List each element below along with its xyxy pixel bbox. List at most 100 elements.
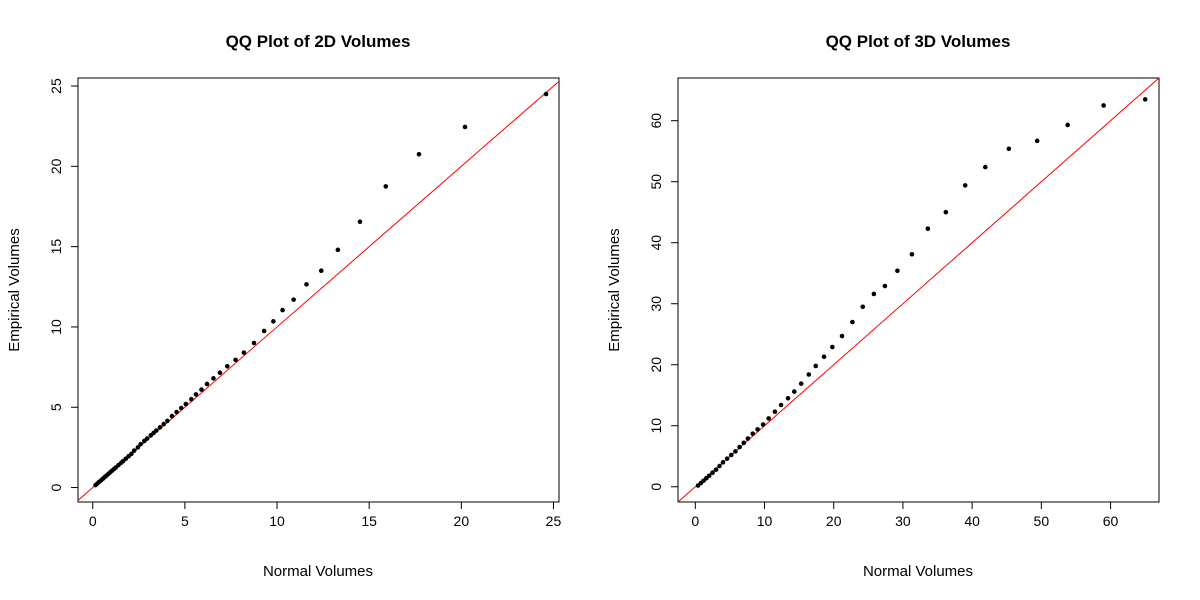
y-tick-label: 60 <box>648 113 664 129</box>
data-point <box>720 460 726 465</box>
data-point <box>871 291 877 297</box>
y-tick-label: 40 <box>648 235 664 251</box>
data-point <box>217 370 223 376</box>
qq-plot-3d: QQ Plot of 3D Volumes Normal Volumes Emp… <box>606 32 1160 580</box>
plot-3d-points <box>695 97 1148 488</box>
plot-2d-xlabel: Normal Volumes <box>263 563 373 580</box>
data-point <box>129 451 134 457</box>
data-point <box>766 416 771 421</box>
data-point <box>728 452 734 458</box>
data-point <box>211 376 216 381</box>
x-tick-label: 60 <box>1103 513 1119 529</box>
y-tick-label: 25 <box>48 78 64 94</box>
y-tick-label: 30 <box>648 296 664 312</box>
data-point <box>416 151 422 157</box>
data-point <box>821 354 827 360</box>
data-point <box>165 418 170 424</box>
data-point <box>755 427 760 432</box>
data-point <box>304 282 309 287</box>
data-point <box>706 473 712 479</box>
data-point <box>174 409 179 415</box>
data-point <box>462 124 468 130</box>
data-point <box>318 268 324 274</box>
plot-2d-ylabel: Empirical Volumes <box>6 228 23 351</box>
data-point <box>830 344 835 350</box>
data-point <box>943 209 949 215</box>
plot-3d-y-axis: 0 10 20 30 40 50 60 <box>648 113 679 491</box>
data-point <box>183 401 189 407</box>
data-point <box>710 470 715 476</box>
plot-2d-frame <box>77 77 560 503</box>
y-tick-label: 20 <box>648 357 664 373</box>
x-tick-label: 50 <box>1034 513 1050 529</box>
data-point <box>131 448 137 453</box>
x-tick-label: 20 <box>454 513 470 529</box>
data-point <box>806 372 812 377</box>
x-tick-label: 0 <box>89 513 97 529</box>
data-point <box>798 381 804 386</box>
data-point <box>335 247 341 253</box>
data-point <box>1034 138 1040 144</box>
data-point <box>791 389 797 394</box>
data-point <box>860 304 866 310</box>
data-point <box>778 402 784 408</box>
data-point <box>135 445 141 450</box>
data-point <box>839 333 845 339</box>
x-tick-label: 30 <box>895 513 911 529</box>
data-point <box>909 252 915 257</box>
y-tick-label: 20 <box>48 158 64 174</box>
y-tick-label: 10 <box>648 418 664 434</box>
data-point <box>261 328 267 334</box>
x-tick-label: 15 <box>361 513 377 529</box>
x-tick-label: 0 <box>691 513 699 529</box>
data-point <box>925 226 931 231</box>
data-point <box>193 392 199 397</box>
data-point <box>204 381 210 387</box>
data-point <box>737 444 742 450</box>
x-tick-label: 20 <box>826 513 842 529</box>
qq-plot-2d: QQ Plot of 2D Volumes Normal Volumes Emp… <box>6 32 561 580</box>
data-point <box>157 425 163 430</box>
x-tick-label: 10 <box>757 513 773 529</box>
data-point <box>138 441 143 447</box>
data-point <box>724 456 730 461</box>
y-tick-label: 0 <box>648 483 664 491</box>
data-point <box>154 428 159 433</box>
data-point <box>760 422 766 427</box>
data-point <box>161 421 166 427</box>
plot-2d-title: QQ Plot of 2D Volumes <box>226 32 411 51</box>
y-tick-label: 0 <box>48 483 64 491</box>
data-point <box>745 436 751 441</box>
data-point <box>733 449 738 454</box>
data-point <box>543 91 549 97</box>
data-point <box>224 363 230 369</box>
data-point <box>357 219 363 225</box>
data-point <box>750 431 756 436</box>
data-point <box>772 409 778 415</box>
data-point <box>251 340 257 346</box>
y-tick-label: 50 <box>648 174 664 190</box>
data-point <box>882 283 888 289</box>
data-point <box>785 395 791 401</box>
data-point <box>1065 122 1070 128</box>
data-point <box>741 440 747 446</box>
x-tick-label: 10 <box>269 513 285 529</box>
data-point <box>233 357 238 363</box>
plot-2d-x-axis: 0 5 10 15 20 25 <box>89 501 561 529</box>
y-tick-label: 15 <box>48 239 64 255</box>
data-point <box>189 396 194 402</box>
data-point <box>199 387 204 392</box>
data-point <box>280 307 285 313</box>
data-point <box>850 319 855 325</box>
data-point <box>1006 146 1012 152</box>
plot-3d-ylabel: Empirical Volumes <box>606 228 623 351</box>
y-tick-label: 5 <box>48 403 64 411</box>
data-point <box>813 363 819 369</box>
x-tick-label: 40 <box>964 513 980 529</box>
data-point <box>144 436 150 441</box>
data-point <box>1142 97 1148 102</box>
data-point <box>169 413 175 419</box>
data-point <box>895 268 900 274</box>
data-point <box>291 297 296 302</box>
